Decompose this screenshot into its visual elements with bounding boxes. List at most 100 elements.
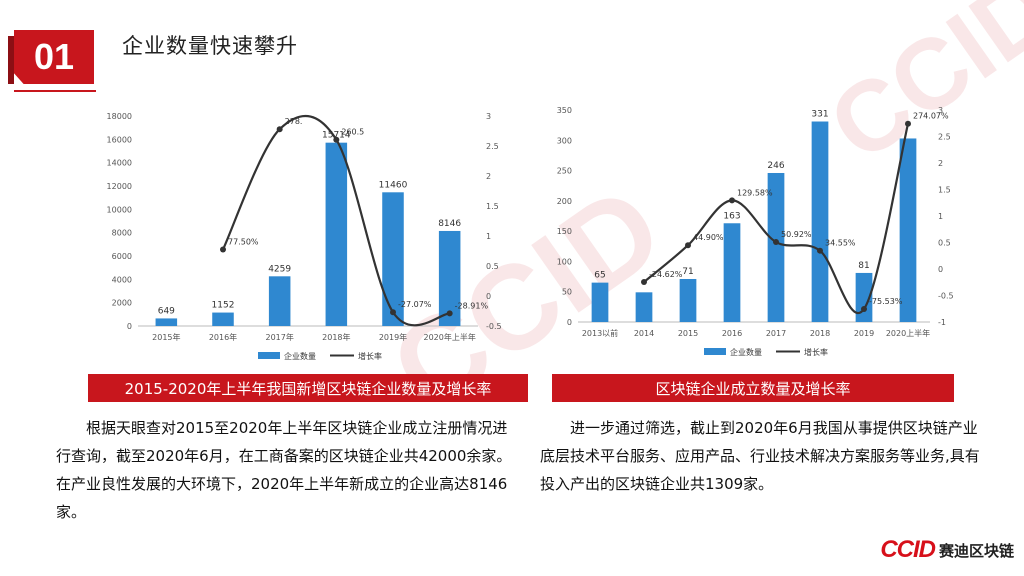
x-tick-label: 2018年	[322, 332, 350, 342]
bar	[723, 223, 741, 322]
growth-label: 260.5	[341, 128, 364, 137]
y-tick-label: 50	[562, 288, 572, 297]
y-tick-label: 8000	[112, 229, 132, 238]
bar	[767, 172, 785, 322]
x-tick-label: 2018	[810, 329, 830, 338]
growth-label: -75.53%	[869, 297, 903, 306]
y2-tick-label: 1.5	[486, 202, 499, 211]
x-tick-label: 2019	[854, 329, 874, 338]
y2-tick-label: 0	[938, 265, 943, 274]
bar	[268, 276, 291, 326]
y2-tick-label: 2.5	[938, 133, 951, 142]
y-tick-label: 14000	[107, 159, 132, 168]
y2-tick-label: 2	[938, 159, 943, 168]
y-tick-label: 18000	[107, 112, 132, 121]
y2-tick-label: 1	[486, 232, 491, 241]
y2-tick-label: -0.5	[486, 322, 502, 331]
bar	[811, 121, 829, 322]
bar	[325, 142, 348, 326]
growth-line	[643, 123, 910, 314]
y2-tick-label: 0	[486, 292, 491, 301]
y-tick-label: 16000	[107, 135, 132, 144]
y-tick-label: 0	[567, 318, 572, 327]
growth-label: 278.	[285, 117, 303, 126]
left-chart: 0 2000 4000 6000 8000 10000 12000 14000 16000 180…	[107, 112, 502, 361]
x-tick-label: 2016年	[209, 332, 237, 342]
growth-point	[685, 242, 691, 249]
bar-value-label: 65	[594, 271, 605, 281]
growth-point	[333, 136, 340, 143]
growth-point	[817, 247, 823, 254]
x-tick-label: 2020年上半年	[423, 332, 475, 342]
legend-bar-swatch	[704, 348, 726, 355]
bar	[212, 312, 234, 326]
x-tick-label: 2020上半年	[886, 328, 930, 338]
y-tick-label: 12000	[107, 182, 132, 191]
y2-tick-label: -0.5	[938, 292, 954, 301]
bar	[155, 318, 178, 326]
x-tick-label: 2015年	[152, 332, 180, 342]
growth-point	[220, 246, 226, 253]
growth-label: 129.58%	[737, 188, 773, 197]
growth-point	[905, 120, 911, 127]
growth-point	[276, 126, 283, 133]
left-chart-caption: 2015-2020年上半年我国新增区块链企业数量及增长率	[88, 374, 528, 402]
section-badge: 01	[14, 30, 94, 84]
growth-label: 34.55%	[825, 239, 856, 248]
bar	[679, 278, 697, 322]
bar	[382, 192, 404, 326]
y2-tick-label: 3	[486, 112, 491, 121]
x-tick-label: 2019年	[379, 332, 407, 342]
right-chart-caption: 区块链企业成立数量及增长率	[552, 374, 954, 402]
y-tick-label: 200	[557, 197, 572, 206]
bar	[438, 230, 461, 326]
growth-label: -24.62%	[649, 270, 683, 279]
y-tick-label: 2000	[112, 299, 132, 308]
legend-bar-swatch	[258, 352, 280, 359]
growth-point	[861, 306, 867, 313]
y2-tick-label: -1	[938, 318, 946, 327]
y2-tick-label: 3	[938, 106, 943, 115]
bar	[899, 138, 917, 322]
bar-value-label: 1152	[212, 301, 235, 311]
growth-point	[446, 310, 453, 317]
right-paragraph: 进一步通过筛选，截止到2020年6月我国从事提供区块链产业底层技术平台服务、应用…	[540, 419, 980, 493]
y-tick-label: 150	[557, 227, 572, 236]
growth-label: 50.92%	[781, 230, 812, 239]
x-tick-label: 2013以前	[582, 328, 618, 338]
ccid-logo: CCID 赛迪区块链	[880, 536, 1014, 564]
bar-value-label: 649	[158, 306, 175, 316]
title-underline	[14, 90, 96, 92]
right-chart: 0 50 100 150 200 250 300 350 -1 -0.5 0 0.5 1 1.5 2 2.5 3…	[557, 106, 954, 357]
growth-label: 274.07%	[913, 112, 949, 121]
bar-value-label: 246	[767, 161, 784, 171]
legend-line-label: 增长率	[358, 351, 382, 361]
growth-point	[773, 239, 779, 246]
bar	[635, 292, 653, 322]
logo-text: 赛迪区块链	[938, 541, 1014, 560]
x-tick-label: 2015	[678, 329, 698, 338]
growth-label: 77.50%	[228, 238, 259, 247]
y-tick-label: 0	[127, 322, 132, 331]
legend-bar-label: 企业数量	[284, 351, 316, 361]
y-tick-label: 6000	[112, 252, 132, 261]
bar-value-label: 81	[858, 261, 869, 271]
bar-value-label: 4259	[268, 264, 291, 274]
bar-value-label: 331	[811, 110, 828, 120]
x-tick-label: 2017年	[265, 332, 293, 342]
growth-point	[729, 197, 735, 204]
growth-label: -28.91%	[455, 301, 489, 310]
y-tick-label: 4000	[112, 275, 132, 284]
bar-value-label: 163	[723, 211, 740, 221]
bar	[591, 282, 609, 322]
growth-point	[390, 309, 396, 316]
x-tick-label: 2014	[634, 329, 654, 338]
bar-value-label: 15714	[322, 131, 351, 141]
logo-mark: CCID	[880, 536, 936, 563]
x-tick-label: 2017	[766, 329, 786, 338]
growth-label: -27.07%	[398, 300, 432, 309]
growth-point	[641, 279, 647, 286]
y-tick-label: 350	[557, 106, 572, 115]
badge-shadow	[8, 36, 14, 84]
bar-value-label: 71	[682, 267, 693, 277]
